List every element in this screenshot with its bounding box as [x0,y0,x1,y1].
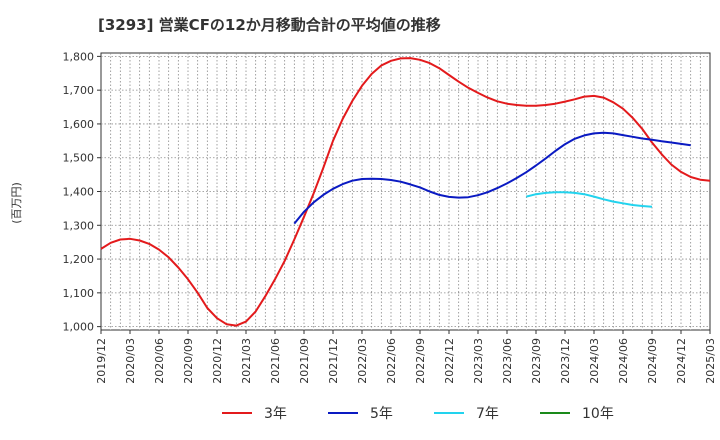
x-tick-label: 2024/06 [617,338,630,384]
series-line-7年 [526,191,653,208]
x-tick-label: 2021/03 [240,338,253,384]
chart-title: [3293] 営業CFの12か月移動合計の平均値の推移 [98,16,441,34]
legend: 3年 5年 7年 10年 [222,406,614,422]
x-tick-label: 2021/09 [298,338,311,384]
y-tick-label: 1,500 [63,152,95,165]
y-tick-label: 1,000 [63,321,95,334]
y-axis-label: (百万円) [10,182,23,224]
series-line-3年 [100,57,711,327]
grid-lines [101,53,710,330]
x-tick-label: 2023/09 [530,338,543,384]
x-tick-label: 2024/12 [675,338,688,384]
x-axis-ticks: 2019/12 2020/03 2020/06 2020/09 2020/12 2021/… [95,330,717,384]
y-tick-label: 1,400 [63,186,95,199]
x-tick-label: 2023/12 [559,338,572,384]
x-tick-label: 2019/12 [95,338,108,384]
legend-label: 3年 [264,406,287,422]
legend-label: 10年 [582,406,614,422]
x-tick-label: 2025/03 [704,338,717,384]
y-tick-label: 1,300 [63,219,95,232]
x-tick-label: 2020/06 [153,338,166,384]
x-tick-label: 2022/06 [385,338,398,384]
x-tick-label: 2021/06 [269,338,282,384]
y-tick-label: 1,800 [63,50,95,63]
x-tick-label: 2020/03 [124,338,137,384]
series-lines [100,57,711,327]
series-line-5年 [293,131,691,225]
x-tick-label: 2022/09 [414,338,427,384]
x-tick-label: 2020/09 [182,338,195,384]
x-tick-label: 2023/03 [472,338,485,384]
y-tick-label: 1,100 [63,287,95,300]
legend-label: 5年 [370,406,393,422]
x-tick-label: 2021/12 [327,338,340,384]
y-tick-label: 1,600 [63,118,95,131]
y-axis-ticks: 1,000 1,100 1,200 1,300 1,400 1,500 1,600 1,700… [63,50,101,334]
legend-label: 7年 [476,406,499,422]
x-tick-label: 2020/12 [211,338,224,384]
x-tick-label: 2023/06 [501,338,514,384]
x-tick-label: 2022/12 [443,338,456,384]
x-tick-label: 2024/03 [588,338,601,384]
y-tick-label: 1,200 [63,253,95,266]
y-tick-label: 1,700 [63,84,95,97]
x-tick-label: 2024/09 [646,338,659,384]
x-tick-label: 2022/03 [356,338,369,384]
